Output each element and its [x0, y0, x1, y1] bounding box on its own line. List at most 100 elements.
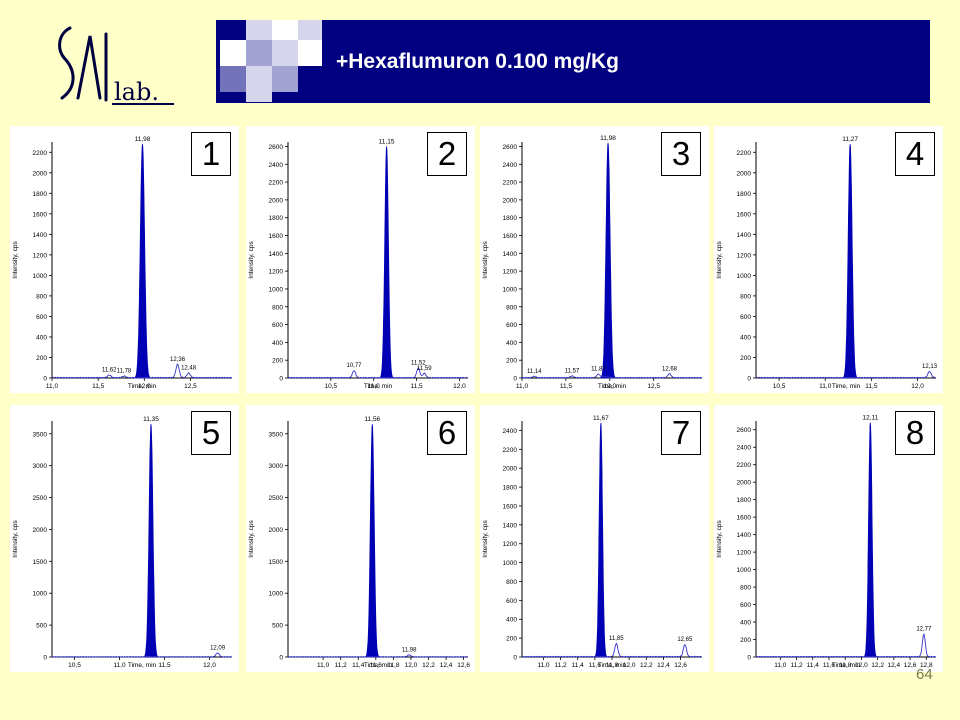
y-axis-label: Intensity, cps [716, 520, 723, 558]
x-axis-label: Time, min [832, 383, 861, 390]
banner-decoration [272, 20, 298, 40]
x-tick-label: 12,5 [647, 383, 660, 390]
panel-number: 6 [427, 411, 467, 455]
y-tick-label: 1800 [737, 191, 752, 198]
baseline-trace [521, 642, 703, 658]
x-tick-label: 12,6 [904, 662, 917, 669]
y-axis-label: Intensity, cps [716, 241, 723, 279]
y-tick-label: 2600 [269, 144, 284, 151]
main-peak [841, 144, 859, 379]
y-tick-label: 1800 [737, 497, 752, 504]
x-tick-label: 12,6 [457, 662, 470, 669]
y-tick-label: 400 [740, 334, 751, 341]
y-tick-label: 800 [740, 585, 751, 592]
y-tick-label: 600 [36, 314, 47, 321]
y-tick-label: 1200 [269, 269, 284, 276]
x-axis-label: Time, min [364, 383, 393, 390]
peak-label: 11,27 [842, 136, 858, 143]
x-tick-label: 12,0 [203, 662, 216, 669]
x-tick-label: 11,6 [823, 662, 836, 669]
minor-peak-label: 12,48 [181, 366, 197, 372]
main-peak [599, 142, 617, 379]
peak-label: 12,11 [862, 415, 878, 422]
x-tick-label: 11,8 [387, 662, 400, 669]
x-tick-label: 12,0 [855, 662, 868, 669]
y-tick-label: 2000 [269, 197, 284, 204]
y-tick-label: 800 [506, 304, 517, 311]
y-tick-label: 1600 [503, 233, 518, 240]
y-tick-label: 2200 [737, 462, 752, 469]
peak-label: 11,98 [600, 135, 616, 142]
x-tick-label: 11,0 [537, 662, 550, 669]
x-tick-label: 11,4 [352, 662, 365, 669]
peak-label: 11,56 [364, 416, 380, 423]
main-peak [133, 144, 152, 379]
x-tick-label: 12,5 [184, 383, 197, 390]
x-tick-label: 12,4 [657, 662, 670, 669]
y-tick-label: 0 [279, 376, 283, 383]
chromatogram-plot: 0 200 400 600 800 1000 1200 1400 1600 1800 2000 220… [248, 138, 469, 390]
minor-peak-label: 12,68 [662, 366, 678, 372]
y-tick-label: 0 [513, 655, 517, 662]
x-tick-label: 11,5 [410, 383, 423, 390]
y-tick-label: 1400 [737, 232, 752, 239]
y-tick-label: 1600 [737, 211, 752, 218]
minor-peak-label: 11,57 [565, 369, 580, 375]
x-tick-label: 12,0 [911, 383, 924, 390]
x-tick-label: 11,5 [92, 383, 105, 390]
y-tick-label: 2000 [737, 480, 752, 487]
y-tick-label: 200 [740, 637, 751, 644]
slide-title: +Hexaflumuron 0.100 mg/Kg [336, 50, 619, 73]
chromatogram-panel: 0 200 400 600 800 1000 1200 1400 1600 1800 2000 220… [480, 126, 709, 393]
y-tick-label: 200 [272, 358, 283, 365]
y-tick-label: 400 [506, 340, 517, 347]
x-tick-label: 11,5 [158, 662, 171, 669]
baseline-trace [755, 370, 937, 379]
y-tick-label: 500 [272, 623, 283, 630]
peak-label: 11,35 [143, 416, 159, 423]
x-tick-label: 11,4 [572, 662, 585, 669]
sal-lab-logo: lab. [58, 26, 174, 106]
y-tick-label: 2000 [503, 466, 518, 473]
minor-peak-label: 12,13 [922, 364, 938, 370]
banner-decoration [298, 40, 322, 66]
y-tick-label: 2500 [269, 495, 284, 502]
main-peak [378, 146, 395, 379]
x-tick-label: 12,0 [405, 662, 418, 669]
x-tick-label: 12,8 [920, 662, 933, 669]
x-tick-label: 11,0 [368, 383, 381, 390]
baseline-trace [755, 632, 937, 658]
banner-decoration [220, 66, 246, 92]
y-axis-label: Intensity, cps [482, 520, 489, 558]
page-number: 64 [916, 666, 933, 683]
y-tick-label: 1800 [503, 215, 518, 222]
peak-label: 11,15 [379, 138, 395, 145]
main-peak [142, 424, 160, 658]
x-tick-label: 11,5 [560, 383, 573, 390]
y-tick-label: 2500 [33, 495, 48, 502]
y-tick-label: 1200 [737, 550, 752, 557]
y-tick-label: 1200 [33, 252, 48, 259]
x-tick-label: 12,0 [623, 662, 636, 669]
y-tick-label: 1000 [737, 567, 752, 574]
x-tick-label: 11,8 [839, 662, 852, 669]
logo-wordmark: lab. [114, 78, 159, 106]
minor-peak-label: 12,36 [170, 357, 186, 363]
minor-peak-label: 11,87 [591, 367, 606, 373]
main-peak [863, 422, 878, 658]
chromatogram-plot: 0 200 400 600 800 1000 1200 1400 1600 1800 2000 220… [716, 136, 938, 390]
x-tick-label: 11,5 [865, 383, 878, 390]
y-tick-label: 1000 [269, 591, 284, 598]
y-tick-label: 400 [740, 620, 751, 627]
y-tick-label: 600 [740, 314, 751, 321]
y-tick-label: 1600 [737, 515, 752, 522]
y-tick-label: 0 [43, 376, 47, 383]
y-tick-label: 800 [740, 293, 751, 300]
y-tick-label: 2200 [737, 150, 752, 157]
x-tick-label: 11,0 [819, 383, 832, 390]
y-tick-label: 1400 [503, 522, 518, 529]
panel-number: 5 [191, 411, 231, 455]
y-tick-label: 1000 [33, 591, 48, 598]
chromatogram-panel: 0 200 400 600 800 1000 1200 1400 1600 1800 2000 220… [714, 126, 943, 393]
y-tick-label: 1600 [503, 503, 518, 510]
